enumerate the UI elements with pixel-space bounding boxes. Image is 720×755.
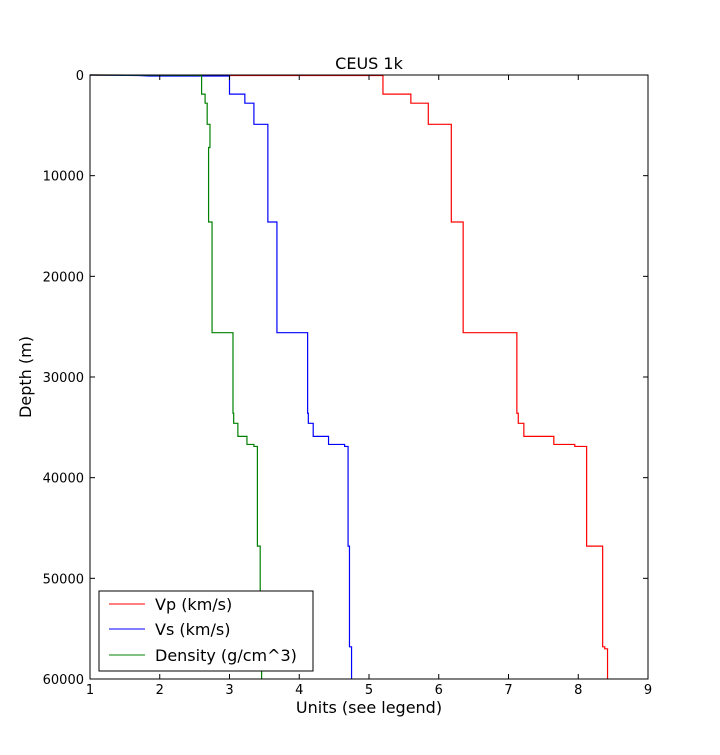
x-tick-label: 8 (574, 683, 582, 698)
x-tick-label: 6 (435, 683, 443, 698)
y-tick-label: 60000 (43, 673, 84, 688)
legend-label-vp: Vp (km/s) (155, 595, 232, 614)
y-tick-label: 30000 (43, 371, 84, 386)
y-axis-label: Depth (m) (16, 336, 35, 418)
plot-area (90, 75, 648, 679)
y-tick-label: 40000 (43, 472, 84, 487)
x-tick-label: 1 (86, 683, 94, 698)
legend: Vp (km/s) Vs (km/s) Density (g/cm^3) (99, 591, 313, 671)
x-axis-label: Units (see legend) (296, 698, 442, 717)
y-tick-label: 50000 (43, 572, 84, 587)
y-tick-label: 10000 (43, 170, 84, 185)
x-tick-label: 2 (156, 683, 164, 698)
legend-label-density: Density (g/cm^3) (155, 646, 297, 665)
y-tick-label: 0 (76, 69, 84, 84)
x-tick-label: 9 (644, 683, 652, 698)
x-tick-label: 3 (225, 683, 233, 698)
x-tick-label: 7 (504, 683, 512, 698)
y-tick-label: 20000 (43, 270, 84, 285)
x-tick-label: 5 (365, 683, 373, 698)
chart-title: CEUS 1k (335, 54, 403, 73)
legend-label-vs: Vs (km/s) (155, 620, 230, 639)
x-tick-label: 4 (295, 683, 303, 698)
